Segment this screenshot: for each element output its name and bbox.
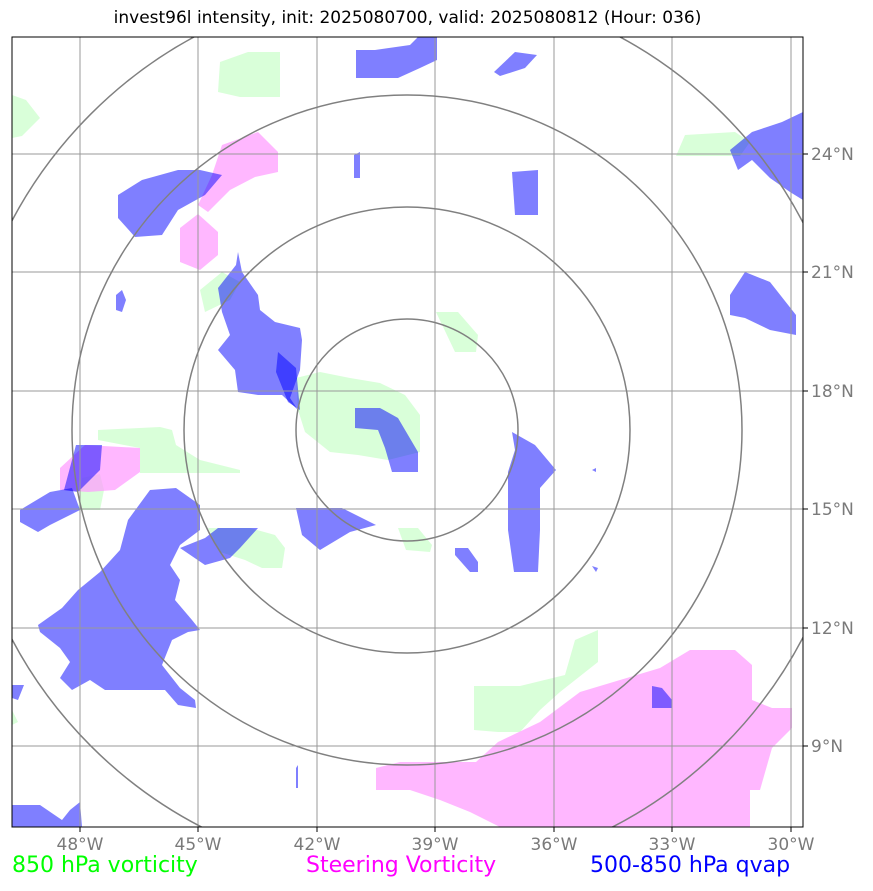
longitude-labels: 48°W 45°W 42°W 39°W 36°W 33°W 30°W: [57, 835, 815, 855]
lat-label: 9°N: [811, 737, 843, 757]
lon-label: 39°W: [412, 835, 459, 855]
lon-label: 36°W: [531, 835, 578, 855]
axis-ticks: [79, 153, 808, 832]
range-rings: [12, 37, 803, 827]
qvap-layer: [12, 37, 803, 827]
lat-label: 24°N: [811, 145, 854, 165]
map-frame: [11, 36, 804, 828]
latitude-labels: 24°N 21°N 18°N 15°N 12°N 9°N: [811, 145, 854, 757]
lat-lon-gridlines: [12, 37, 803, 827]
lat-label: 12°N: [811, 619, 854, 639]
lon-label: 30°W: [768, 835, 815, 855]
map-title: invest96l intensity, init: 2025080700, v…: [113, 8, 702, 28]
lat-label: 21°N: [811, 263, 854, 283]
legend-steering-vorticity: Steering Vorticity: [306, 853, 497, 878]
lon-label: 45°W: [175, 835, 222, 855]
lon-label: 33°W: [649, 835, 696, 855]
legend-qvap: 500-850 hPa qvap: [590, 853, 791, 878]
lat-label: 18°N: [811, 382, 854, 402]
lon-label: 48°W: [57, 835, 104, 855]
lon-label: 42°W: [294, 835, 341, 855]
legend-850-vorticity: 850 hPa vorticity: [12, 853, 198, 878]
lat-label: 15°N: [811, 500, 854, 520]
